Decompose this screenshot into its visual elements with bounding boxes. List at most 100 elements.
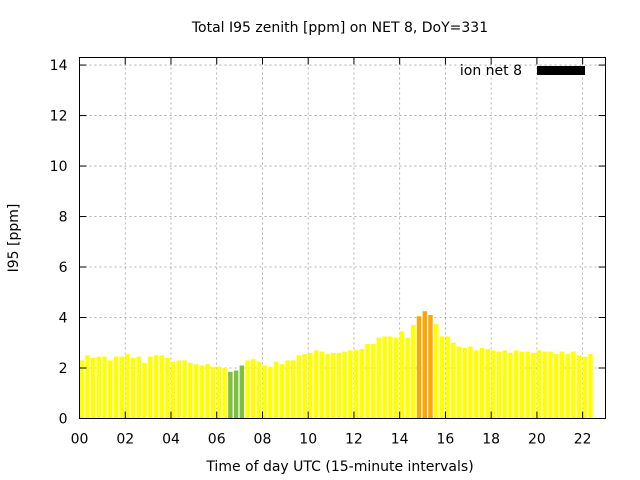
- bar: [296, 355, 302, 419]
- bar: [279, 364, 285, 419]
- legend: ion net 8: [460, 63, 585, 79]
- bar: [262, 365, 267, 419]
- bar: [130, 357, 136, 419]
- bar: [382, 336, 387, 419]
- bar: [331, 352, 336, 419]
- bar: [142, 362, 147, 419]
- bar: [79, 360, 84, 419]
- bar: [268, 366, 273, 419]
- bar: [451, 342, 456, 419]
- bar: [582, 356, 588, 419]
- bar: [319, 351, 325, 419]
- x-tick-label: 20: [528, 432, 546, 448]
- bar: [525, 351, 530, 419]
- bar: [273, 361, 279, 419]
- bar: [176, 360, 182, 419]
- y-axis-label: I95 [ppm]: [6, 204, 22, 273]
- bar: [542, 351, 548, 419]
- bar: [405, 337, 410, 419]
- bar: [159, 355, 165, 419]
- bar: [108, 360, 113, 419]
- bar: [376, 337, 382, 419]
- x-axis-label: Time of day UTC (15-minute intervals): [205, 459, 473, 475]
- bar: [313, 350, 319, 419]
- bar: [359, 349, 365, 419]
- bar: [462, 347, 468, 419]
- bar: [170, 361, 176, 419]
- bar: [148, 356, 153, 419]
- bar: [336, 352, 342, 419]
- bar: [285, 360, 290, 419]
- x-tick-label: 14: [391, 432, 409, 448]
- bar: [508, 352, 513, 419]
- y-tick-label: 14: [50, 58, 68, 74]
- legend-swatch: [537, 66, 585, 75]
- bar: [554, 354, 559, 419]
- x-tick-label: 16: [436, 432, 454, 448]
- bar: [428, 314, 433, 419]
- bar: [125, 354, 130, 419]
- bar: [514, 350, 519, 419]
- bar: [165, 357, 170, 419]
- bar: [371, 344, 376, 419]
- y-tick-label: 8: [59, 210, 68, 226]
- y-tick-label: 12: [50, 109, 68, 125]
- bar: [571, 351, 576, 419]
- bar: [205, 364, 210, 419]
- x-tick-label: 02: [116, 432, 134, 448]
- bar: [531, 352, 536, 419]
- bar: [102, 356, 107, 419]
- bar: [325, 354, 330, 419]
- bar: [588, 354, 593, 419]
- x-tick-label: 12: [345, 432, 363, 448]
- chart-title: Total I95 zenith [ppm] on NET 8, DoY=331: [191, 20, 488, 36]
- bar: [416, 316, 422, 419]
- y-tick-label: 4: [59, 311, 68, 327]
- bar: [228, 371, 233, 419]
- bar: [479, 347, 485, 419]
- bar: [245, 360, 250, 419]
- bar: [113, 356, 119, 419]
- bar: [496, 351, 502, 419]
- bar: [565, 354, 570, 419]
- bar: [456, 346, 462, 419]
- y-tick-label: 10: [50, 159, 68, 175]
- bar: [302, 354, 307, 419]
- bar: [188, 362, 193, 419]
- bar: [256, 361, 262, 419]
- bar: [548, 351, 553, 419]
- bar: [399, 331, 405, 419]
- x-tick-label: 00: [71, 432, 89, 448]
- bar: [291, 360, 296, 419]
- bar: [353, 350, 359, 419]
- bar: [182, 360, 187, 419]
- bar: [445, 336, 450, 419]
- bar: [119, 356, 124, 419]
- bar-series: [79, 311, 593, 419]
- bar: [536, 350, 542, 419]
- bar: [136, 356, 142, 419]
- bar: [348, 350, 353, 419]
- bar: [559, 351, 565, 419]
- x-tick-label: 18: [482, 432, 500, 448]
- bar: [193, 364, 199, 419]
- bar: [239, 365, 245, 419]
- y-tick-label: 6: [59, 260, 68, 276]
- bar: [439, 336, 445, 419]
- bar: [365, 344, 370, 419]
- bar: [393, 337, 399, 419]
- bar: [468, 346, 473, 419]
- bar: [199, 365, 205, 419]
- bar: [153, 355, 159, 419]
- bar: [85, 355, 90, 419]
- bar: [308, 352, 313, 419]
- bar: [90, 357, 96, 419]
- plot-border: [79, 57, 606, 419]
- bar: [485, 349, 490, 419]
- bar: [411, 325, 416, 419]
- bar: [211, 366, 216, 419]
- y-tick-label: 2: [59, 361, 68, 377]
- bar: [233, 370, 239, 419]
